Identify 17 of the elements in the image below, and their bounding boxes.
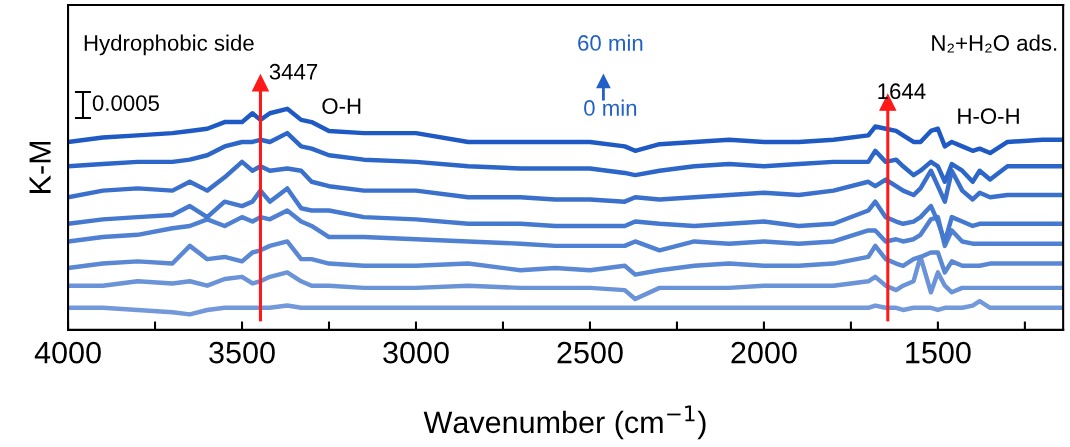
x-tick-label: 3000 bbox=[383, 341, 449, 364]
x-tick-label: 3500 bbox=[209, 341, 275, 364]
ref-line-label: 1644 bbox=[878, 83, 926, 100]
annotation: H-O-H bbox=[958, 108, 1019, 124]
text: 60 min bbox=[578, 34, 643, 51]
annotation: 0 min bbox=[584, 99, 637, 116]
x-tick-label: 2500 bbox=[557, 341, 623, 364]
annotation: O-H bbox=[322, 98, 361, 114]
x-tick-label: 4000 bbox=[34, 341, 101, 364]
text: N₂+H₂O ads. bbox=[932, 34, 1057, 53]
ref-line-label: 3447 bbox=[269, 63, 318, 80]
x-axis-title: Wavenumber (cm$^{−1}$) bbox=[423, 405, 706, 440]
annotation: 0.0005 bbox=[92, 95, 159, 111]
text: Hydrophobic side bbox=[84, 34, 254, 56]
y-axis-title: K-M bbox=[29, 141, 51, 193]
x-tick-label: 1500 bbox=[906, 341, 971, 364]
x-tick-label: 2000 bbox=[731, 341, 797, 364]
